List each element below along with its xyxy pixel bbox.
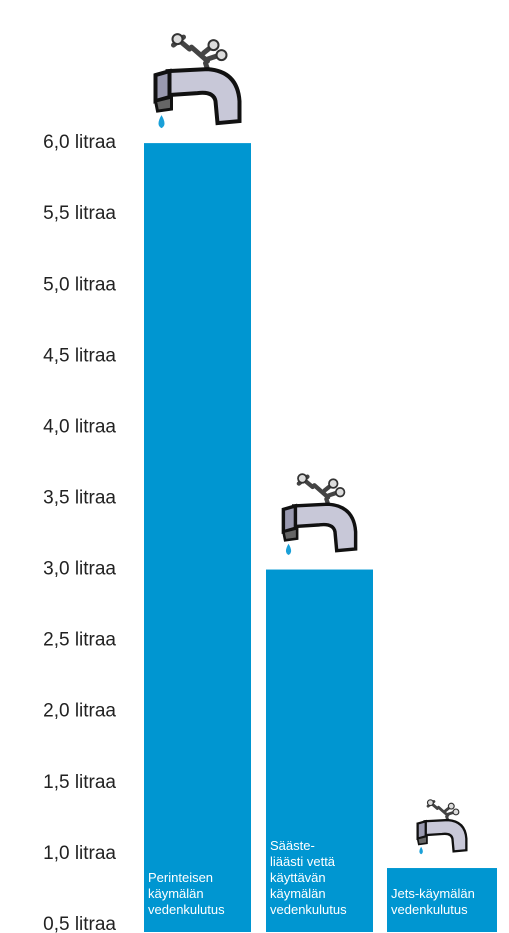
category-label: Jets-käymälän vedenkulutus [391,886,497,918]
y-tick-label: 4,5 litraa [43,345,116,366]
y-tick-label: 5,5 litraa [43,203,116,224]
faucet-icon [418,800,467,855]
bar [144,143,251,932]
y-tick-label: 1,5 litraa [43,772,116,793]
faucet-icon [283,474,355,555]
chart-svg: 0,5 litraa 1,0 litraa 1,5 litraa 2,0 litraa… [0,0,509,933]
chart: 0,5 litraa 1,0 litraa 1,5 litraa 2,0 litraa… [0,0,509,933]
category-label: Sääste- liäästi vettä käyttävän käymälän… [270,838,373,918]
y-tick-label: 3,5 litraa [43,487,116,508]
y-tick-label: 4,0 litraa [43,416,116,437]
faucet-icon [156,34,240,128]
y-tick-label: 2,5 litraa [43,630,116,651]
y-tick-label: 5,0 litraa [43,274,116,295]
y-tick-label: 2,0 litraa [43,701,116,722]
y-tick-label: 1,0 litraa [43,843,116,864]
y-tick-label: 3,0 litraa [43,559,116,580]
category-label: Perinteisen käymälän vedenkulutus [148,870,251,918]
y-tick-label: 6,0 litraa [43,132,116,153]
y-tick-label: 0,5 litraa [43,914,116,933]
